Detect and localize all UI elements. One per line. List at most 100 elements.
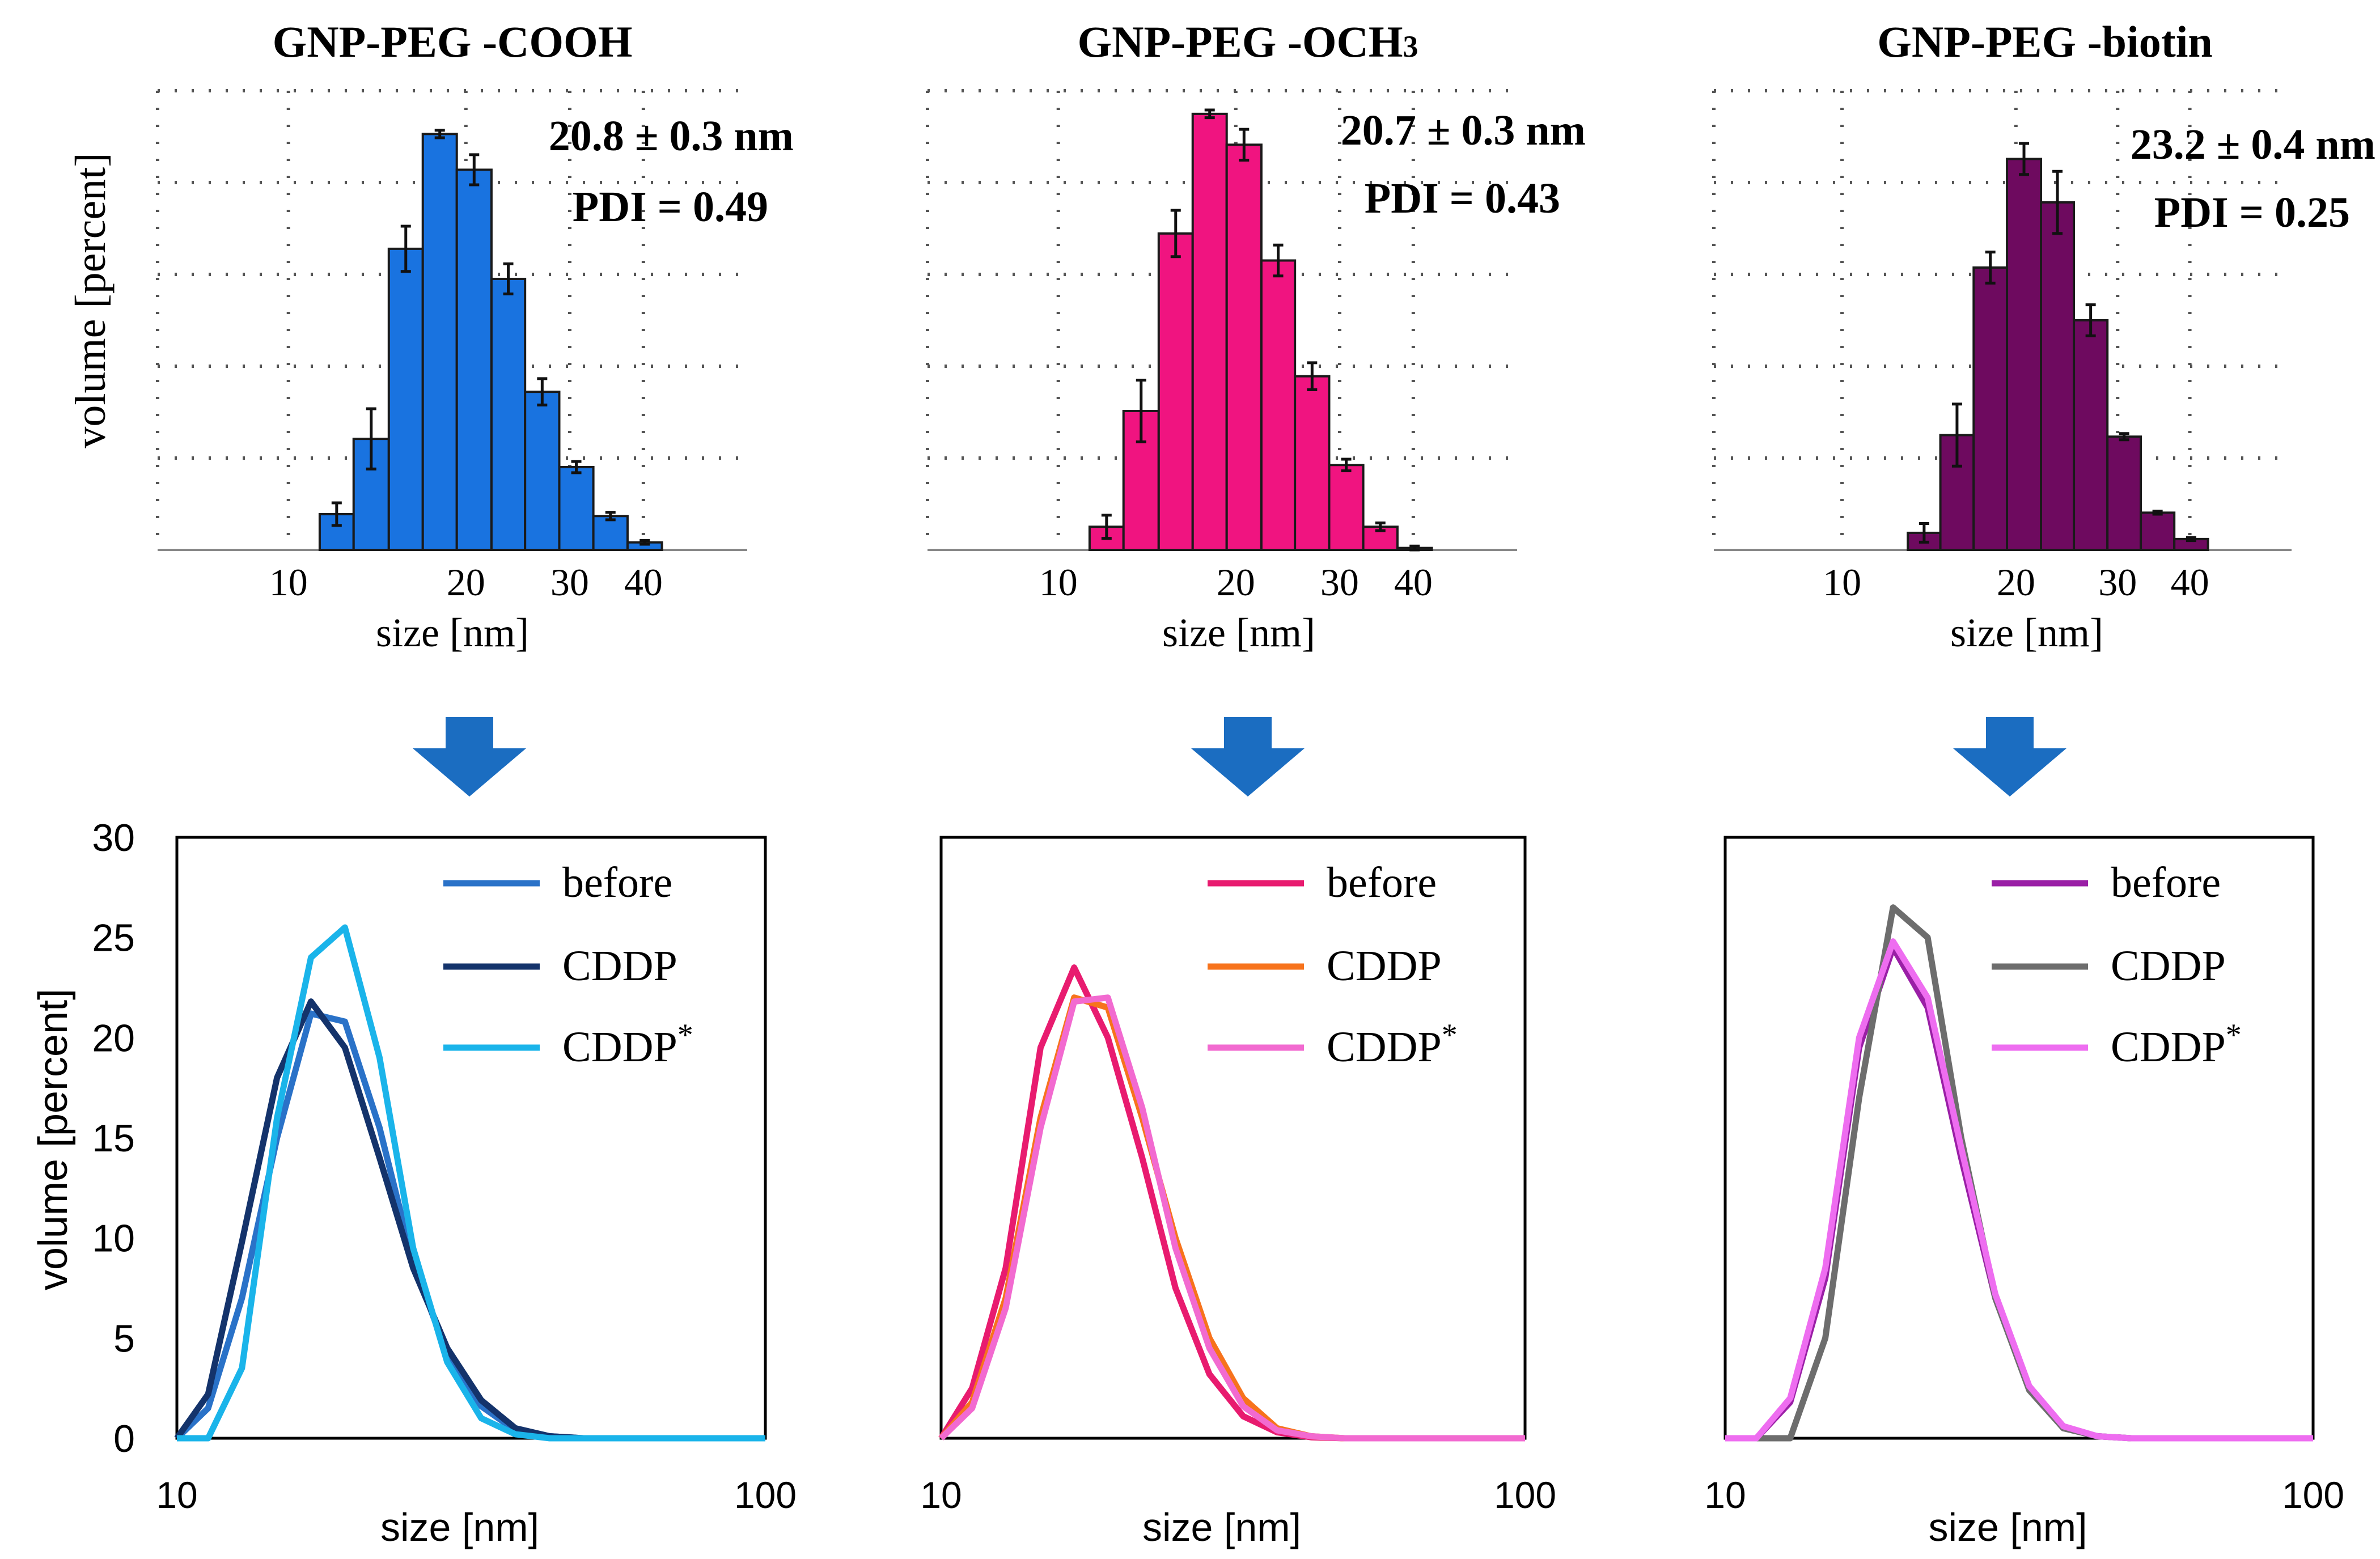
histogram-bar (1225, 143, 1263, 551)
histogram-hist-biotin: GNP-PEG -biotin 10 20 30 40 size [nm] 23.2 ± 0… (1712, 17, 2375, 655)
error-bar (1101, 514, 1112, 540)
legend-label: before (2111, 859, 2221, 906)
y-tick-label: 5 (113, 1317, 135, 1360)
error-bar (640, 539, 650, 546)
histogram-bar (1157, 232, 1194, 551)
histogram-bar (1191, 112, 1228, 551)
legend-label: before (562, 859, 672, 906)
legend-item: before (1208, 859, 1437, 906)
histogram-bar (455, 168, 493, 552)
x-axis-label: size [nm] (1142, 1505, 1301, 1549)
error-bar (571, 460, 582, 475)
pdi-annotation: PDI = 0.43 (1365, 175, 1560, 222)
legend-label: CDDP (2111, 942, 2226, 990)
mean-size-annotation: 20.7 ± 0.3 nm (1341, 107, 1586, 154)
histogram-bar (2039, 201, 2076, 551)
histogram-bar (2073, 319, 2109, 551)
histogram-bar (558, 465, 595, 552)
x-tick-label: 20 (1997, 561, 2035, 604)
error-bar (1341, 457, 1352, 472)
error-bar (2052, 170, 2063, 235)
plot-frame (1723, 836, 2315, 1440)
series-line-cddp-star (939, 994, 1525, 1442)
histogram-bar (387, 247, 424, 551)
histogram-bar (1328, 464, 1365, 551)
error-bar (1985, 251, 1996, 285)
legend-label: CDDP* (562, 1018, 693, 1071)
x-tick-label: 100 (1494, 1474, 1556, 1516)
error-bar (1951, 403, 1962, 468)
down-arrow-icon (1953, 717, 2066, 797)
legend-item: CDDP (443, 942, 677, 990)
error-bar (1409, 544, 1420, 552)
error-bar (434, 129, 445, 139)
x-tick-label: 10 (269, 561, 308, 604)
legend-label-superscript: * (2226, 1018, 2242, 1053)
x-tick-label: 40 (2171, 561, 2209, 604)
x-tick-label: 20 (447, 561, 485, 604)
legend-label: before (1327, 859, 1437, 906)
y-tick-label: 0 (113, 1417, 135, 1460)
legend-label-superscript: * (677, 1018, 693, 1053)
x-axis-label: size [nm] (376, 610, 529, 655)
chart-title-main: GNP-PEG -biotin (1877, 17, 2213, 66)
y-tick-label: 20 (92, 1016, 135, 1060)
legend-label: CDDP (562, 942, 677, 990)
histogram-bar (524, 391, 561, 551)
chart-title: GNP-PEG -COOH (273, 17, 633, 66)
legend-item: CDDP* (443, 1018, 693, 1071)
x-tick-label: 40 (1394, 561, 1433, 604)
chart-title-subscript: 3 (1403, 29, 1418, 63)
y-tick-label: 15 (92, 1117, 135, 1160)
series-line-before (175, 1010, 765, 1442)
legend-label: CDDP* (2111, 1018, 2242, 1071)
series-line-cddp-star (1725, 938, 2313, 1442)
x-axis-label: size [nm] (1162, 610, 1315, 655)
x-tick-label: 10 (1039, 561, 1078, 604)
plot-frame (175, 836, 767, 1440)
legend-label: CDDP (1327, 942, 1442, 990)
x-tick-label: 30 (550, 561, 589, 604)
legend-label-superscript: * (1442, 1018, 1458, 1053)
legend-item: before (443, 859, 672, 906)
error-bar (1375, 521, 1386, 532)
histogram-bar (1294, 375, 1331, 551)
histogram-bar (2140, 511, 2176, 552)
histogram-bar (2106, 435, 2142, 552)
error-bar (400, 224, 411, 273)
mean-size-annotation: 23.2 ± 0.4 nm (2131, 121, 2375, 168)
x-tick-label: 10 (156, 1474, 197, 1516)
x-axis-label: size [nm] (1950, 610, 2103, 655)
chart-title: GNP-PEG -OCH3 (1077, 17, 1418, 66)
down-arrow-icon (1191, 717, 1305, 797)
plot-frame (939, 836, 1527, 1440)
error-bar (1136, 379, 1146, 443)
pdi-annotation: PDI = 0.49 (573, 183, 768, 231)
y-axis-label: volume [percent] (67, 152, 115, 448)
legend-item: CDDP* (1208, 1018, 1458, 1071)
x-tick-label: 20 (1217, 561, 1255, 604)
legend-label-main: CDDP (2111, 1023, 2226, 1071)
x-tick-label: 40 (624, 561, 663, 604)
error-bar (2152, 510, 2163, 516)
pdi-annotation: PDI = 0.25 (2154, 189, 2350, 236)
chart-title: GNP-PEG -biotin (1877, 17, 2213, 66)
x-tick-label: 100 (734, 1474, 797, 1516)
error-bar (331, 501, 342, 527)
x-axis-label: size [nm] (1928, 1505, 2087, 1549)
legend-label-main: CDDP (562, 1023, 677, 1071)
y-tick-label: 25 (92, 917, 135, 960)
x-tick-label: 30 (2098, 561, 2137, 604)
x-tick-label: 30 (1320, 561, 1359, 604)
error-bar (366, 407, 376, 471)
histogram-bar (592, 515, 629, 552)
histogram-bar (1260, 259, 1297, 551)
error-bar (2085, 303, 2096, 337)
x-tick-label: 10 (1704, 1474, 1746, 1516)
legend-item: CDDP (1992, 942, 2226, 990)
histogram-bar (1972, 266, 2009, 551)
error-bar (2119, 432, 2129, 442)
